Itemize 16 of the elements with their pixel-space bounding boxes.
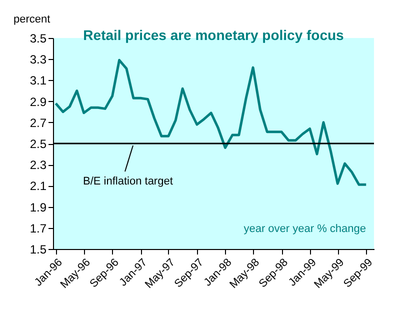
y-tick-label: 2.9	[30, 94, 47, 109]
y-tick-label: 1.5	[30, 242, 47, 256]
chart-title: Retail prices are monetary policy focus	[83, 27, 344, 43]
y-tick-label: 2.7	[30, 116, 47, 130]
y-tick-label: 3.3	[30, 52, 47, 67]
y-tick-label: 3.5	[30, 32, 47, 46]
y-tick-label: 1.9	[30, 200, 47, 214]
y-tick-label: 2.5	[30, 137, 47, 151]
legend-label: B/E inflation target	[83, 176, 173, 188]
y-tick-label: 3.1	[30, 74, 47, 88]
y-tick-label: 2.1	[30, 179, 47, 194]
annotation: year over year % change	[244, 223, 366, 235]
y-axis-title: percent	[14, 14, 50, 26]
y-tick-label: 1.7	[30, 221, 47, 236]
y-tick-label: 2.3	[30, 158, 47, 172]
line-series	[54, 58, 368, 186]
